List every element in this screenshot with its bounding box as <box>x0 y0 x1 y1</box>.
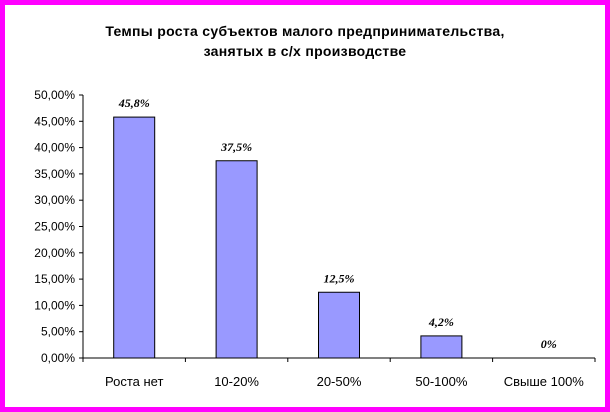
y-tick-label: 35,00% <box>34 167 75 181</box>
bar <box>318 291 360 359</box>
y-tick-label: 30,00% <box>34 193 75 207</box>
x-tick-label: 10-20% <box>214 374 259 389</box>
x-tick-label: 50-100% <box>415 374 467 389</box>
data-label: 12,5% <box>324 271 355 285</box>
data-label: 4,2% <box>428 315 454 329</box>
bar <box>215 160 258 359</box>
y-tick-label: 25,00% <box>34 220 75 234</box>
y-tick-label: 15,00% <box>34 272 75 286</box>
y-tick-label: 50,00% <box>34 88 75 102</box>
data-label: 45,8% <box>118 96 150 110</box>
chart-title: Темпы роста субъектов малого предпринима… <box>5 21 605 61</box>
bar-chart: 0,00% 5,00% 10,00% 15,00% 20,00% 25,00% 30,00%… <box>34 88 596 389</box>
bar <box>113 116 156 359</box>
y-tick-label: 0,00% <box>41 351 75 365</box>
x-tick-label: 20-50% <box>317 374 362 389</box>
y-tick-label: 45,00% <box>34 114 75 128</box>
y-tick-label: 20,00% <box>34 246 75 260</box>
y-tick-label: 10,00% <box>34 298 75 312</box>
y-tick-label: 5,00% <box>41 325 75 339</box>
x-tick-label: Роста нет <box>105 374 163 389</box>
chart-title-line-2: занятых в с/х производстве <box>203 43 407 59</box>
bar <box>420 335 463 359</box>
x-tick-label: Свыше 100% <box>504 374 585 389</box>
y-tick-label: 40,00% <box>34 141 75 155</box>
data-label: 0% <box>541 337 557 351</box>
chart-title-line-1: Темпы роста субъектов малого предпринима… <box>105 23 505 39</box>
data-label: 37,5% <box>220 140 252 154</box>
